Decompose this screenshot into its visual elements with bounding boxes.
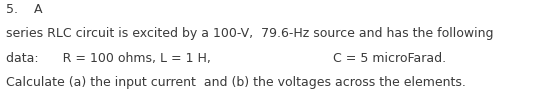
Text: Calculate (a) the input current  and (b) the voltages across the elements.: Calculate (a) the input current and (b) …: [6, 76, 466, 89]
Text: series RLC circuit is excited by a 100-V,  79.6-Hz source and has the following: series RLC circuit is excited by a 100-V…: [6, 27, 494, 40]
Text: 5.    A: 5. A: [6, 3, 43, 16]
Text: data:      R = 100 ohms, L = 1 H,: data: R = 100 ohms, L = 1 H,: [6, 52, 211, 65]
Text: C = 5 microFarad.: C = 5 microFarad.: [333, 52, 446, 65]
